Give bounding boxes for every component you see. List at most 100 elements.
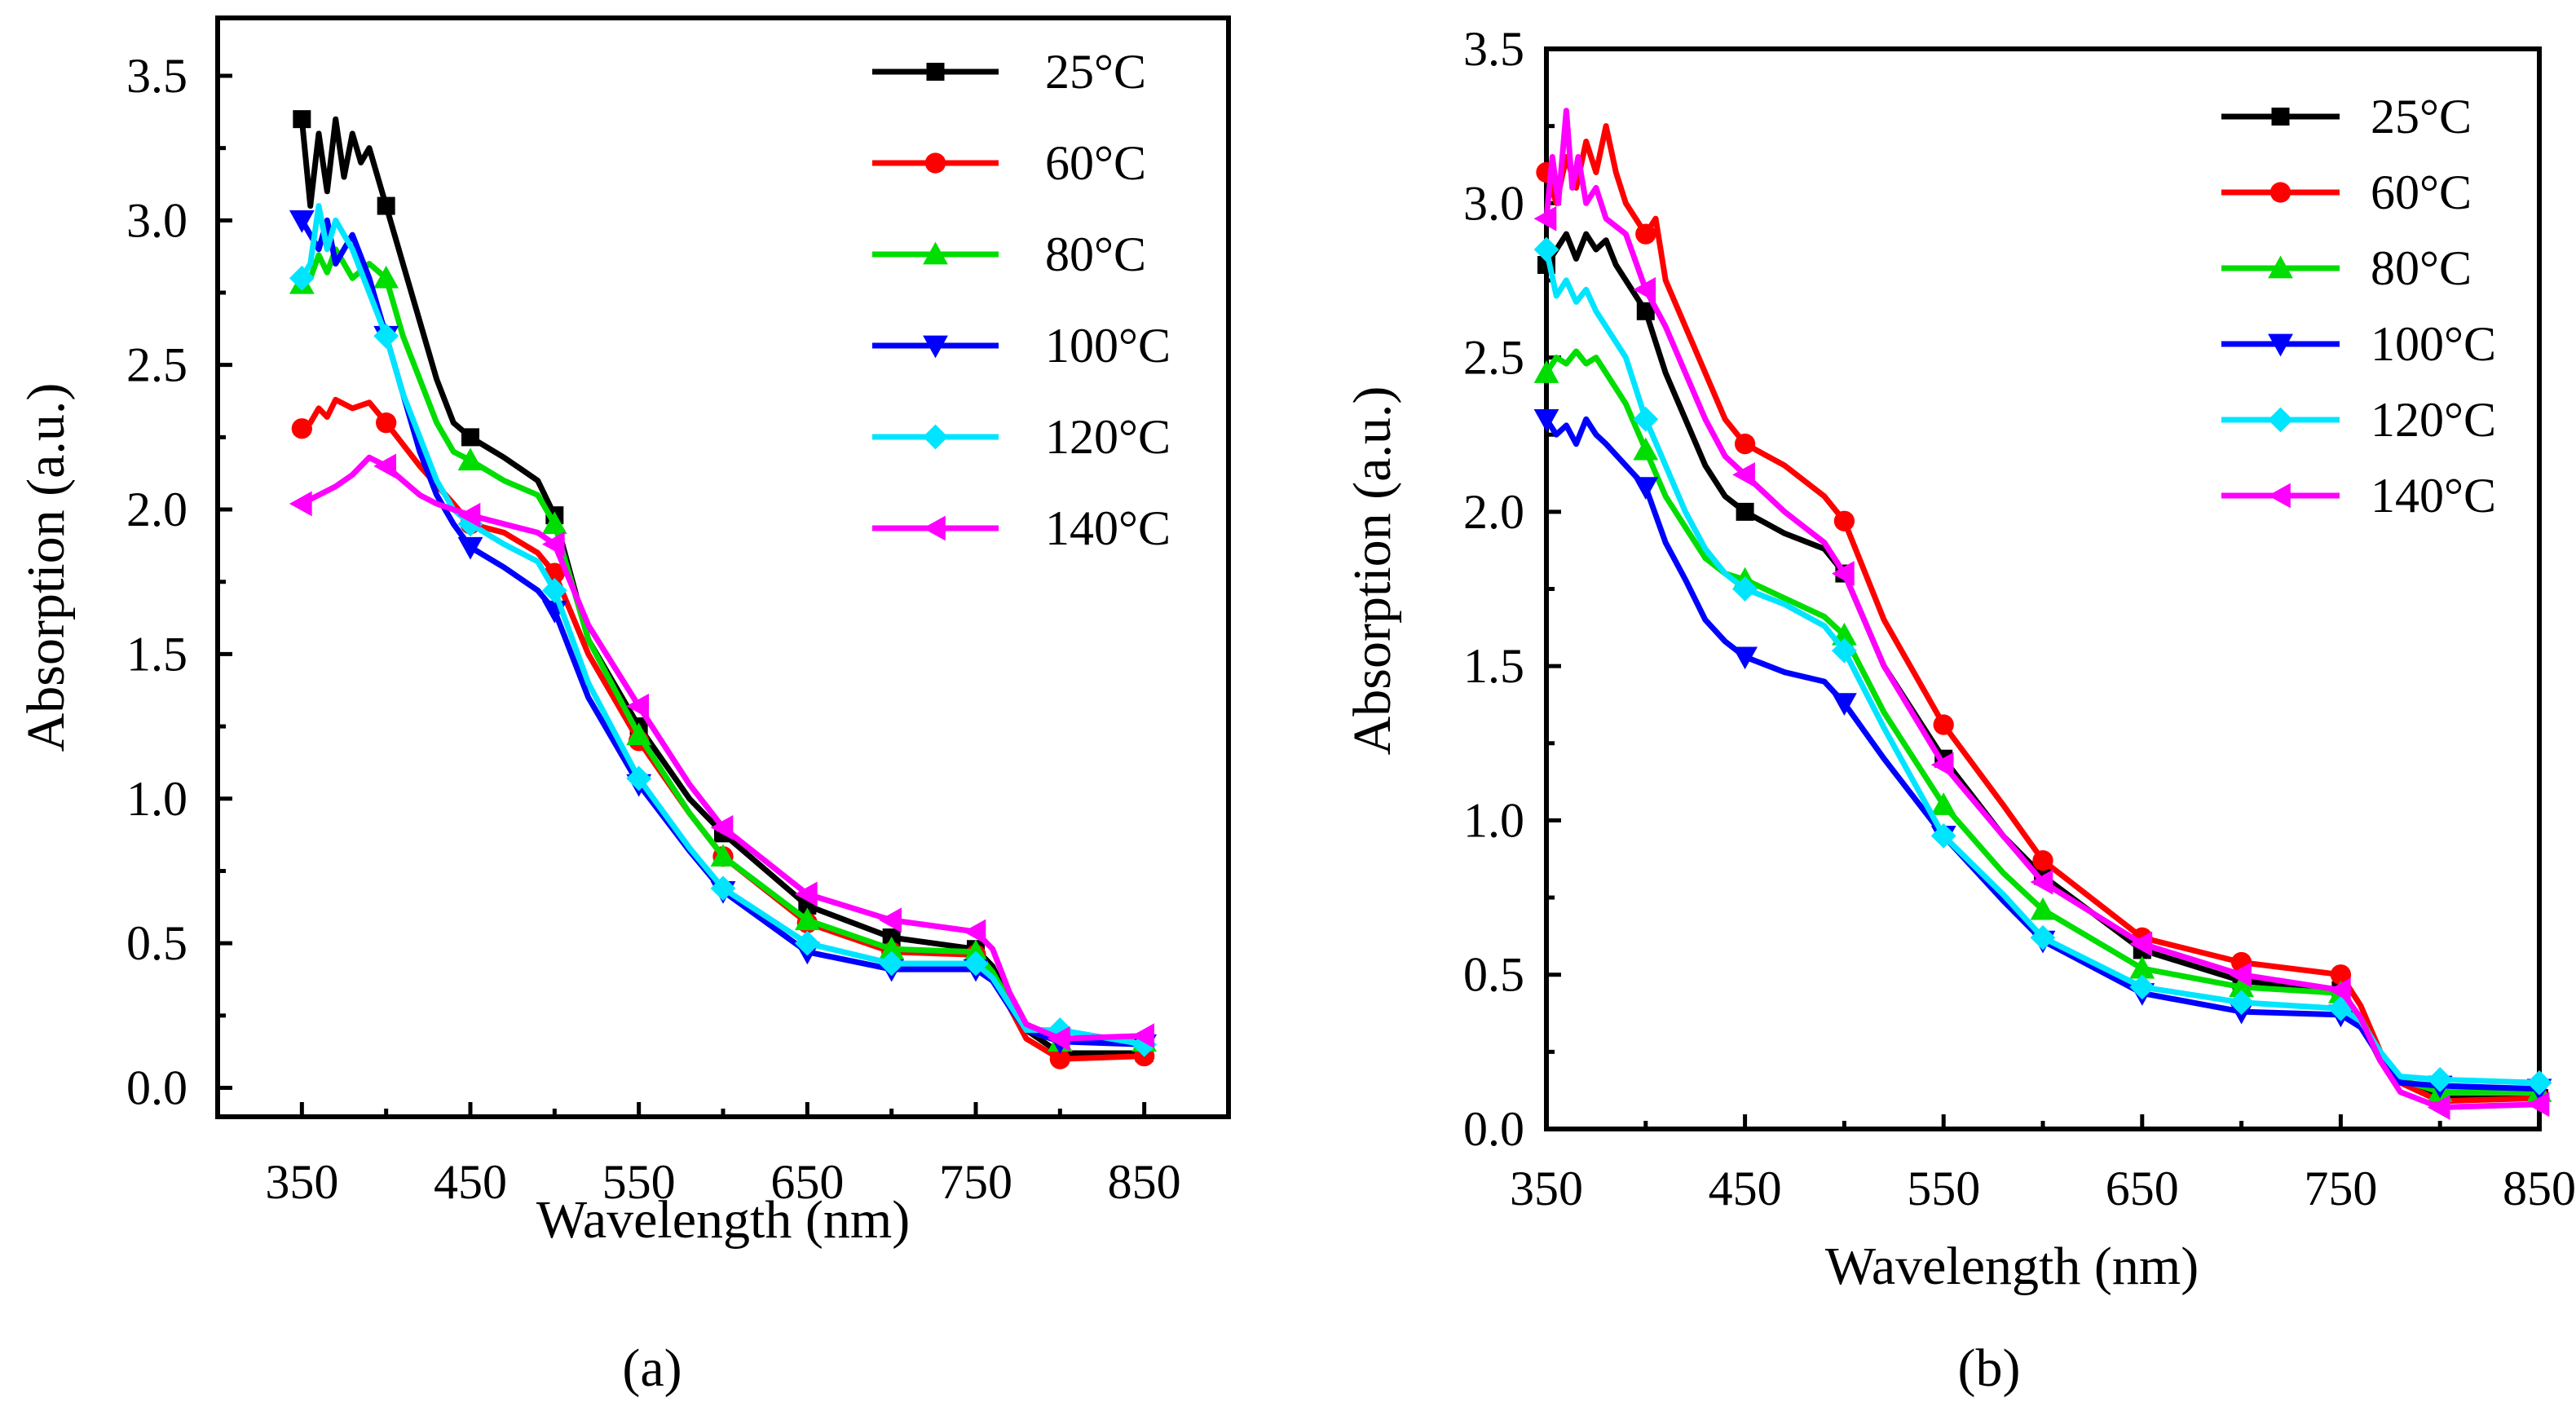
data-point-a-2: [710, 844, 736, 867]
data-point-b-4: [2328, 995, 2353, 1021]
data-point-b-3: [1533, 408, 1559, 432]
legend-marker-b-4: [2268, 407, 2293, 433]
data-point-a-0: [461, 428, 479, 447]
x-tick-label-b: 550: [1907, 1162, 1980, 1215]
series-line-a-3: [299, 217, 1145, 1047]
data-point-b-5: [1930, 752, 1954, 778]
legend-marker-b-5: [2268, 483, 2291, 509]
data-point-a-5: [710, 814, 734, 840]
data-point-a-1: [291, 418, 312, 439]
legend-marker-a-2: [923, 241, 948, 265]
legend-label-a-3: 100°C: [1045, 319, 1171, 373]
data-point-b-4: [1930, 822, 1956, 849]
y-tick-label-a: 2.0: [126, 483, 187, 536]
data-point-b-4: [1633, 406, 1659, 432]
legend-label-b-5: 140°C: [2371, 469, 2496, 523]
y-tick-label-b: 1.0: [1463, 793, 1524, 847]
legend-label-b-1: 60°C: [2371, 165, 2472, 219]
series-line-a-0: [298, 116, 1145, 1056]
data-point-b-4: [2427, 1067, 2453, 1092]
series-line-b-3: [1544, 416, 2540, 1092]
data-point-b-3: [1633, 477, 1659, 500]
y-tick-label-a: 0.0: [126, 1061, 187, 1115]
legend-label-b-0: 25°C: [2371, 90, 2472, 143]
y-tick-label-a: 3.5: [126, 49, 187, 103]
data-point-a-2: [963, 939, 989, 963]
data-point-b-4: [1832, 637, 1857, 664]
data-point-a-5: [879, 907, 902, 933]
ticks-b: 350 450 550 650 750 850 0.0 0.5 1.0 1.5 2.0 2.5 3.0 3…: [1463, 22, 2576, 1215]
data-point-b-1: [2032, 849, 2053, 871]
data-point-a-5: [626, 693, 649, 719]
x-tick-label-a: 850: [1108, 1155, 1181, 1209]
legend-label-b-2: 80°C: [2371, 241, 2472, 295]
series-line-b-2: [1544, 348, 2539, 1096]
data-point-b-4: [1732, 576, 1758, 602]
legend-marker-b-0: [2271, 108, 2290, 126]
data-point-b-1: [1734, 433, 1756, 455]
data-point-b-3: [1732, 646, 1758, 670]
y-axis-title-a: Absorption (a.u.): [16, 383, 76, 752]
data-point-b-5: [1633, 276, 1656, 302]
y-tick-label-b: 3.0: [1463, 176, 1524, 230]
data-point-b-3: [1832, 693, 1857, 716]
y-tick-label-b: 0.0: [1463, 1102, 1524, 1156]
x-tick-label-a: 350: [265, 1155, 338, 1209]
data-point-a-5: [373, 453, 396, 479]
x-tick-label-b: 650: [2106, 1162, 2179, 1215]
data-point-a-4: [1131, 1031, 1158, 1057]
data-point-a-2: [794, 907, 820, 931]
y-tick-label-b: 0.5: [1463, 948, 1524, 1002]
series-line-b-4: [1543, 249, 2540, 1086]
data-point-a-5: [289, 491, 312, 517]
x-tick-label-b: 850: [2503, 1162, 2576, 1215]
data-point-a-2: [879, 936, 905, 959]
data-point-b-5: [2030, 869, 2053, 895]
data-point-a-4: [373, 323, 399, 349]
panel-a: 350 450 550 650 750 850 0.0 0.5 1.0 1.5 2.0 2.5 3.0 3…: [16, 15, 1231, 1398]
data-point-b-5: [1732, 462, 1755, 487]
series-line-a-2: [300, 246, 1145, 1045]
data-point-a-3: [457, 536, 483, 560]
data-point-a-5: [541, 531, 565, 558]
data-point-a-2: [457, 448, 483, 471]
series-line-a-4: [299, 203, 1145, 1047]
y-tick-label-a: 0.5: [126, 916, 187, 970]
data-point-a-5: [794, 881, 818, 907]
data-point-a-4: [879, 950, 905, 977]
legend-label-b-3: 100°C: [2371, 317, 2496, 371]
y-tick-label-b: 2.5: [1463, 331, 1524, 385]
legend-marker-a-5: [923, 515, 946, 541]
legend-label-a-4: 120°C: [1045, 410, 1171, 464]
data-point-b-5: [2427, 1095, 2450, 1120]
legend-label-a-0: 25°C: [1045, 45, 1146, 99]
data-point-a-0: [293, 110, 311, 129]
x-axis-title-a: Wavelength (nm): [536, 1190, 910, 1250]
panel-caption-a: (a): [622, 1338, 681, 1398]
data-point-a-2: [626, 722, 652, 746]
x-axis-title-b: Wavelength (nm): [1825, 1237, 2199, 1296]
x-tick-label-b: 450: [1709, 1162, 1782, 1215]
data-point-b-5: [2328, 977, 2351, 1003]
data-point-a-4: [541, 577, 567, 603]
data-point-b-4: [2526, 1069, 2552, 1096]
x-tick-label-a: 750: [939, 1155, 1012, 1209]
legend-label-a-1: 60°C: [1045, 136, 1146, 190]
y-tick-label-a: 1.0: [126, 772, 187, 826]
series-a: [289, 110, 1158, 1069]
data-point-b-5: [1533, 205, 1557, 232]
data-point-a-4: [963, 950, 989, 977]
data-point-b-1: [1933, 714, 1954, 735]
data-point-a-2: [541, 511, 567, 535]
data-point-b-4: [2030, 924, 2056, 950]
legend-label-a-5: 140°C: [1045, 501, 1171, 555]
data-point-b-2: [1633, 437, 1659, 461]
data-point-b-5: [2229, 962, 2252, 988]
data-point-a-1: [376, 412, 397, 434]
y-tick-label-b: 2.0: [1463, 485, 1524, 539]
x-tick-label-b: 350: [1510, 1162, 1583, 1215]
y-tick-label-b: 1.5: [1463, 639, 1524, 693]
data-point-b-5: [2129, 931, 2153, 957]
data-point-a-4: [626, 765, 652, 792]
y-tick-label-a: 3.0: [126, 193, 187, 247]
